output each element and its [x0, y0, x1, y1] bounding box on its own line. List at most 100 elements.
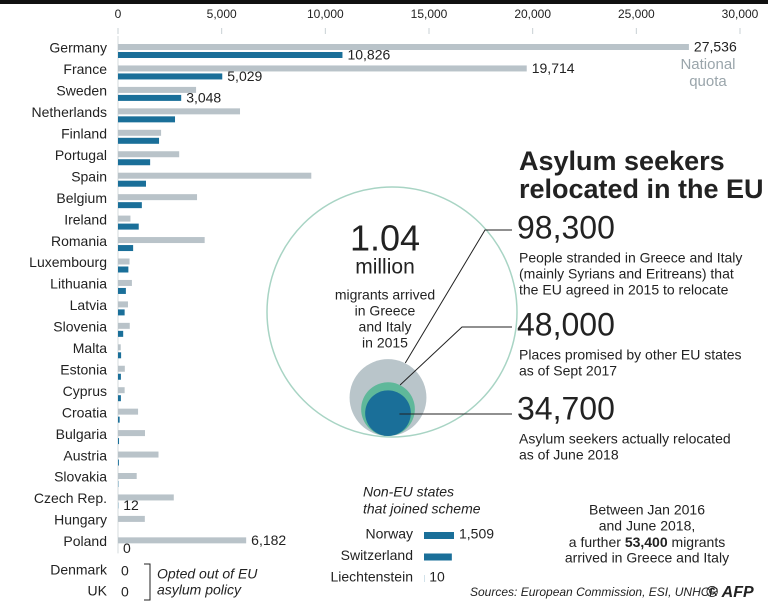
- bar: [118, 159, 151, 166]
- value-label: 0: [121, 563, 129, 579]
- bar: [118, 52, 343, 58]
- value-label: 10,826: [347, 47, 390, 63]
- bar: [118, 172, 312, 179]
- country-label: Portugal: [55, 147, 107, 163]
- value-label: 10: [429, 569, 445, 585]
- country-label: Spain: [71, 168, 107, 184]
- bar: [118, 180, 146, 187]
- country-label: Bulgaria: [56, 426, 108, 442]
- leader-line: [404, 229, 512, 364]
- value-label: 19,714: [532, 60, 575, 76]
- x-tick-label: 15,000: [411, 7, 448, 21]
- country-label: Germany: [49, 40, 107, 56]
- country-label: Luxembourg: [29, 254, 107, 270]
- circle-label: as of June 2018: [519, 447, 619, 463]
- value-label: 6,182: [251, 532, 286, 548]
- leader-line: [399, 326, 512, 386]
- bar: [118, 373, 121, 380]
- bar: [118, 194, 198, 201]
- bar: [118, 73, 223, 80]
- value-label: 1,509: [459, 526, 494, 542]
- x-tick-label: 0: [115, 7, 122, 21]
- bracket: [144, 563, 151, 601]
- bar: [424, 553, 452, 561]
- country-label: Switzerland: [341, 547, 413, 563]
- value-label: 5,029: [227, 68, 262, 84]
- note: Between Jan 2016: [589, 502, 705, 518]
- bar: [118, 215, 131, 222]
- opted-out-note: asylum policy: [157, 582, 242, 598]
- country-label: Sweden: [56, 83, 107, 99]
- top-bar: [0, 0, 768, 4]
- subchart-title: that joined scheme: [363, 501, 481, 517]
- note: and June 2018,: [599, 518, 696, 534]
- bar: [118, 116, 176, 123]
- country-label: Netherlands: [32, 104, 108, 120]
- bar: [118, 266, 129, 273]
- country-label: Norway: [366, 526, 413, 542]
- country-label: Croatia: [62, 404, 107, 420]
- circle-label: in Greece: [355, 303, 416, 319]
- value-label: 0: [121, 584, 129, 600]
- circle-label: migrants arrived: [335, 287, 435, 303]
- bar: [118, 459, 119, 466]
- x-tick-label: 25,000: [618, 7, 655, 21]
- bar: [118, 330, 124, 337]
- bar: [118, 352, 122, 359]
- note: arrived in Greece and Italy: [565, 550, 729, 566]
- circle-label: in 2015: [362, 335, 408, 351]
- bar: [118, 430, 145, 437]
- subchart-title: Non-EU states: [363, 484, 454, 500]
- value-label: 12: [123, 497, 139, 513]
- circle-label: (mainly Syrians and Eritreans) that: [519, 266, 734, 282]
- circle-label: Places promised by other EU states: [519, 347, 742, 363]
- country-label: Poland: [63, 533, 107, 549]
- bar: [118, 365, 125, 372]
- bar: [118, 223, 139, 230]
- x-tick-label: 30,000: [722, 7, 759, 21]
- circle: [365, 390, 411, 437]
- note-part: migrants: [668, 534, 726, 550]
- country-label: Belgium: [56, 190, 107, 206]
- bar: [118, 322, 130, 329]
- bar: [118, 137, 160, 144]
- circle-label: the EU agreed in 2015 to relocate: [519, 282, 729, 298]
- bar: [118, 416, 120, 423]
- bar: [118, 301, 128, 308]
- bar: [118, 94, 182, 101]
- x-tick-label: 20,000: [514, 7, 551, 21]
- bar: [118, 151, 180, 158]
- bar: [118, 309, 125, 316]
- country-label: Romania: [51, 233, 107, 249]
- big-number: 1.04: [350, 218, 420, 259]
- bar: [424, 532, 454, 539]
- title: relocated in the EU: [519, 174, 764, 204]
- bar: [118, 494, 174, 501]
- circle-number: 48,000: [517, 306, 615, 342]
- bar: [118, 451, 159, 458]
- bar: [118, 202, 142, 209]
- logo: © AFP: [706, 584, 754, 601]
- circle-label: as of Sept 2017: [519, 363, 617, 379]
- legend-entry: National quota: [680, 56, 736, 90]
- bar: [118, 44, 689, 50]
- circle-number: 34,700: [517, 390, 615, 426]
- bar: [118, 537, 247, 544]
- country-label: UK: [88, 583, 108, 599]
- bar: [118, 438, 120, 445]
- bar: [118, 245, 134, 252]
- country-label: Ireland: [64, 211, 107, 227]
- x-tick-label: 10,000: [307, 7, 344, 21]
- note-part: 53,400: [625, 534, 668, 550]
- title: Asylum seekers: [519, 146, 725, 176]
- country-label: Estonia: [60, 361, 107, 377]
- big-unit: million: [355, 256, 415, 279]
- value-label: 3,048: [186, 90, 221, 106]
- bar: [118, 515, 145, 522]
- country-label: Slovakia: [54, 469, 107, 485]
- circle: [266, 186, 518, 438]
- country-label: Malta: [73, 340, 107, 356]
- country-label: Liechtenstein: [330, 569, 413, 585]
